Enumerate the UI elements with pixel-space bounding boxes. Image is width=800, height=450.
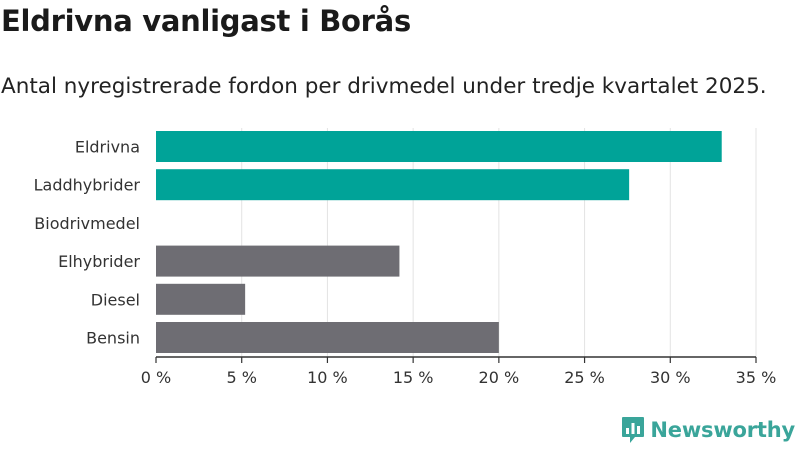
newsworthy-logo: Newsworthy bbox=[621, 416, 795, 444]
x-tick-label: 5 % bbox=[226, 368, 256, 387]
newsworthy-logo-text: Newsworthy bbox=[650, 418, 795, 442]
x-tick-label: 25 % bbox=[564, 368, 605, 387]
x-tick-label: 15 % bbox=[393, 368, 434, 387]
x-tick-label: 30 % bbox=[650, 368, 691, 387]
bar-diesel bbox=[156, 283, 246, 315]
bar-laddhybrider bbox=[156, 169, 630, 201]
newsworthy-logo-icon bbox=[622, 417, 645, 443]
x-tick-label: 20 % bbox=[479, 368, 520, 387]
grid-lines bbox=[241, 128, 757, 357]
x-tick-label: 35 % bbox=[736, 368, 777, 387]
category-label: Bensin bbox=[86, 329, 140, 348]
chart-subtitle: Antal nyregistrerade fordon per drivmede… bbox=[1, 74, 767, 99]
bar-eldrivna bbox=[156, 131, 722, 162]
category-label: Biodrivmedel bbox=[34, 214, 140, 233]
x-tick-label: 10 % bbox=[307, 368, 348, 387]
bar-bensin bbox=[156, 322, 499, 353]
category-label: Diesel bbox=[91, 290, 140, 309]
category-label: Eldrivna bbox=[75, 138, 140, 157]
category-label: Elhybrider bbox=[58, 252, 140, 271]
x-tick-label: 0 % bbox=[141, 368, 171, 387]
category-labels: Eldrivna Laddhybrider Biodrivmedel Elhybrid… bbox=[34, 138, 141, 348]
chart-title: Eldrivna vanligast i Borås bbox=[1, 4, 411, 38]
bar-elhybrider bbox=[156, 245, 400, 277]
x-axis: 0 % 5 % 10 % 15 % 20 % 25 % 30 % 35 % bbox=[141, 356, 777, 387]
bars bbox=[156, 131, 722, 353]
category-label: Laddhybrider bbox=[34, 176, 141, 195]
